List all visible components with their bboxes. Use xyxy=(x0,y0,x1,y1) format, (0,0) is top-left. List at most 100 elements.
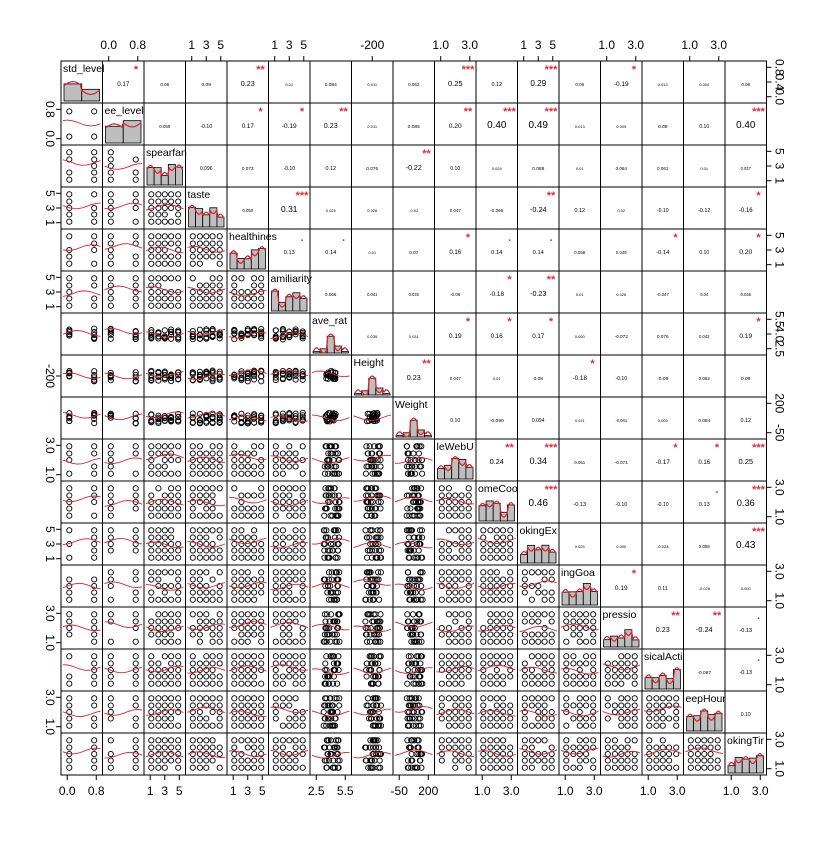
scatter-point xyxy=(251,596,258,603)
scatter-point xyxy=(322,624,329,632)
scatter-point xyxy=(590,673,597,680)
correlation-value: 0.10 xyxy=(450,166,460,172)
scatter-point xyxy=(535,708,542,716)
scatter-point xyxy=(66,512,73,519)
scatter-point xyxy=(216,660,223,667)
scatter-point xyxy=(107,498,114,506)
scatter-panel-7-2 xyxy=(145,367,184,385)
scatter-panel-8-5 xyxy=(270,409,309,427)
scatter-point xyxy=(624,737,631,744)
significance-stars: . xyxy=(715,484,718,496)
scatter-point xyxy=(408,737,415,744)
scatter-point xyxy=(714,737,721,744)
scatter-point xyxy=(521,715,528,722)
smooth-line-15-3 xyxy=(187,706,226,713)
scatter-point xyxy=(148,631,155,638)
scatter-point xyxy=(272,737,279,744)
smooth-line-6-4 xyxy=(228,331,267,339)
scatter-point xyxy=(404,569,411,576)
scatter-point xyxy=(244,666,251,674)
scatter-point xyxy=(168,631,175,638)
scatter-point xyxy=(286,715,293,722)
scatter-point xyxy=(707,750,714,758)
scatter-panel-12-2 xyxy=(145,569,184,603)
correlation-value: 0.026 xyxy=(616,292,627,297)
tick-label: 3.0 xyxy=(43,689,57,706)
significance-stars: * xyxy=(756,232,761,244)
correlation-value: 0.000 xyxy=(575,334,586,339)
scatter-point xyxy=(175,666,182,674)
panel-frame xyxy=(143,186,186,230)
scatter-point xyxy=(535,695,542,702)
smooth-line-6-0 xyxy=(62,330,101,337)
hist-bar-5-2 xyxy=(285,296,294,312)
scatter-point xyxy=(458,757,465,764)
scatter-point xyxy=(91,715,98,722)
scatter-point xyxy=(406,589,414,596)
scatter-point xyxy=(189,547,196,554)
scatter-point xyxy=(148,295,155,302)
scatter-point xyxy=(362,596,369,603)
scatter-point xyxy=(631,722,638,729)
scatter-point xyxy=(624,715,631,722)
significance-stars: * xyxy=(632,568,637,580)
scatter-point xyxy=(189,702,196,709)
scatter-point xyxy=(328,708,335,716)
scatter-point xyxy=(279,463,286,470)
correlation-value: 0.085 xyxy=(408,124,420,130)
scatter-point xyxy=(203,680,210,687)
scatter-point xyxy=(161,492,168,499)
scatter-point xyxy=(244,547,251,554)
scatter-point xyxy=(231,450,238,457)
scatter-point xyxy=(66,108,73,115)
scatter-point xyxy=(216,470,223,477)
scatter-point xyxy=(189,443,196,450)
smooth-line-14-1 xyxy=(104,666,143,674)
scatter-point xyxy=(279,485,286,492)
scatter-point xyxy=(168,275,175,282)
panel-frame xyxy=(517,606,560,650)
scatter-point xyxy=(244,534,251,541)
scatter-point xyxy=(465,708,472,716)
scatter-point xyxy=(244,631,251,638)
scatter-point xyxy=(161,456,168,464)
scatter-point xyxy=(292,757,299,764)
scatter-point xyxy=(292,376,299,383)
correlation-value: -0.10 xyxy=(615,502,627,508)
hist-bar-2-0 xyxy=(146,167,155,186)
scatter-point xyxy=(148,596,155,603)
corr-panel-1-14: 0.09 xyxy=(658,124,668,130)
scatter-point xyxy=(330,653,337,660)
scatter-point xyxy=(161,443,168,450)
scatter-point xyxy=(325,485,332,492)
scatter-point xyxy=(168,638,175,645)
scatter-point xyxy=(132,673,139,680)
scatter-point xyxy=(132,198,139,205)
scatter-point xyxy=(238,302,245,309)
correlation-value: -0.028 xyxy=(657,544,669,549)
scatter-point xyxy=(216,260,223,267)
scatter-point xyxy=(148,191,155,198)
correlation-value: 0.14 xyxy=(491,250,503,256)
panel-frame xyxy=(392,648,435,692)
scatter-panel-14-6 xyxy=(311,653,350,687)
scatter-point xyxy=(666,695,673,702)
smooth-line-10-6 xyxy=(311,497,350,504)
scatter-point xyxy=(324,589,331,596)
scatter-point xyxy=(258,414,265,422)
tick-label: 3 xyxy=(161,784,168,798)
scatter-point xyxy=(238,534,245,541)
scatter-point xyxy=(375,660,382,667)
correlation-value: 0.01 xyxy=(285,82,294,87)
scatter-point xyxy=(209,554,216,561)
smooth-line-14-0 xyxy=(62,664,101,671)
scatter-point xyxy=(611,708,618,716)
scatter-point xyxy=(175,240,182,247)
scatter-point xyxy=(132,505,139,512)
scatter-point xyxy=(66,260,73,267)
scatter-point xyxy=(161,275,168,282)
corr-panel-0-2: 0.06 xyxy=(160,82,169,87)
significance-stars: * xyxy=(549,316,554,328)
scatter-point xyxy=(604,673,611,680)
scatter-point xyxy=(272,547,279,554)
